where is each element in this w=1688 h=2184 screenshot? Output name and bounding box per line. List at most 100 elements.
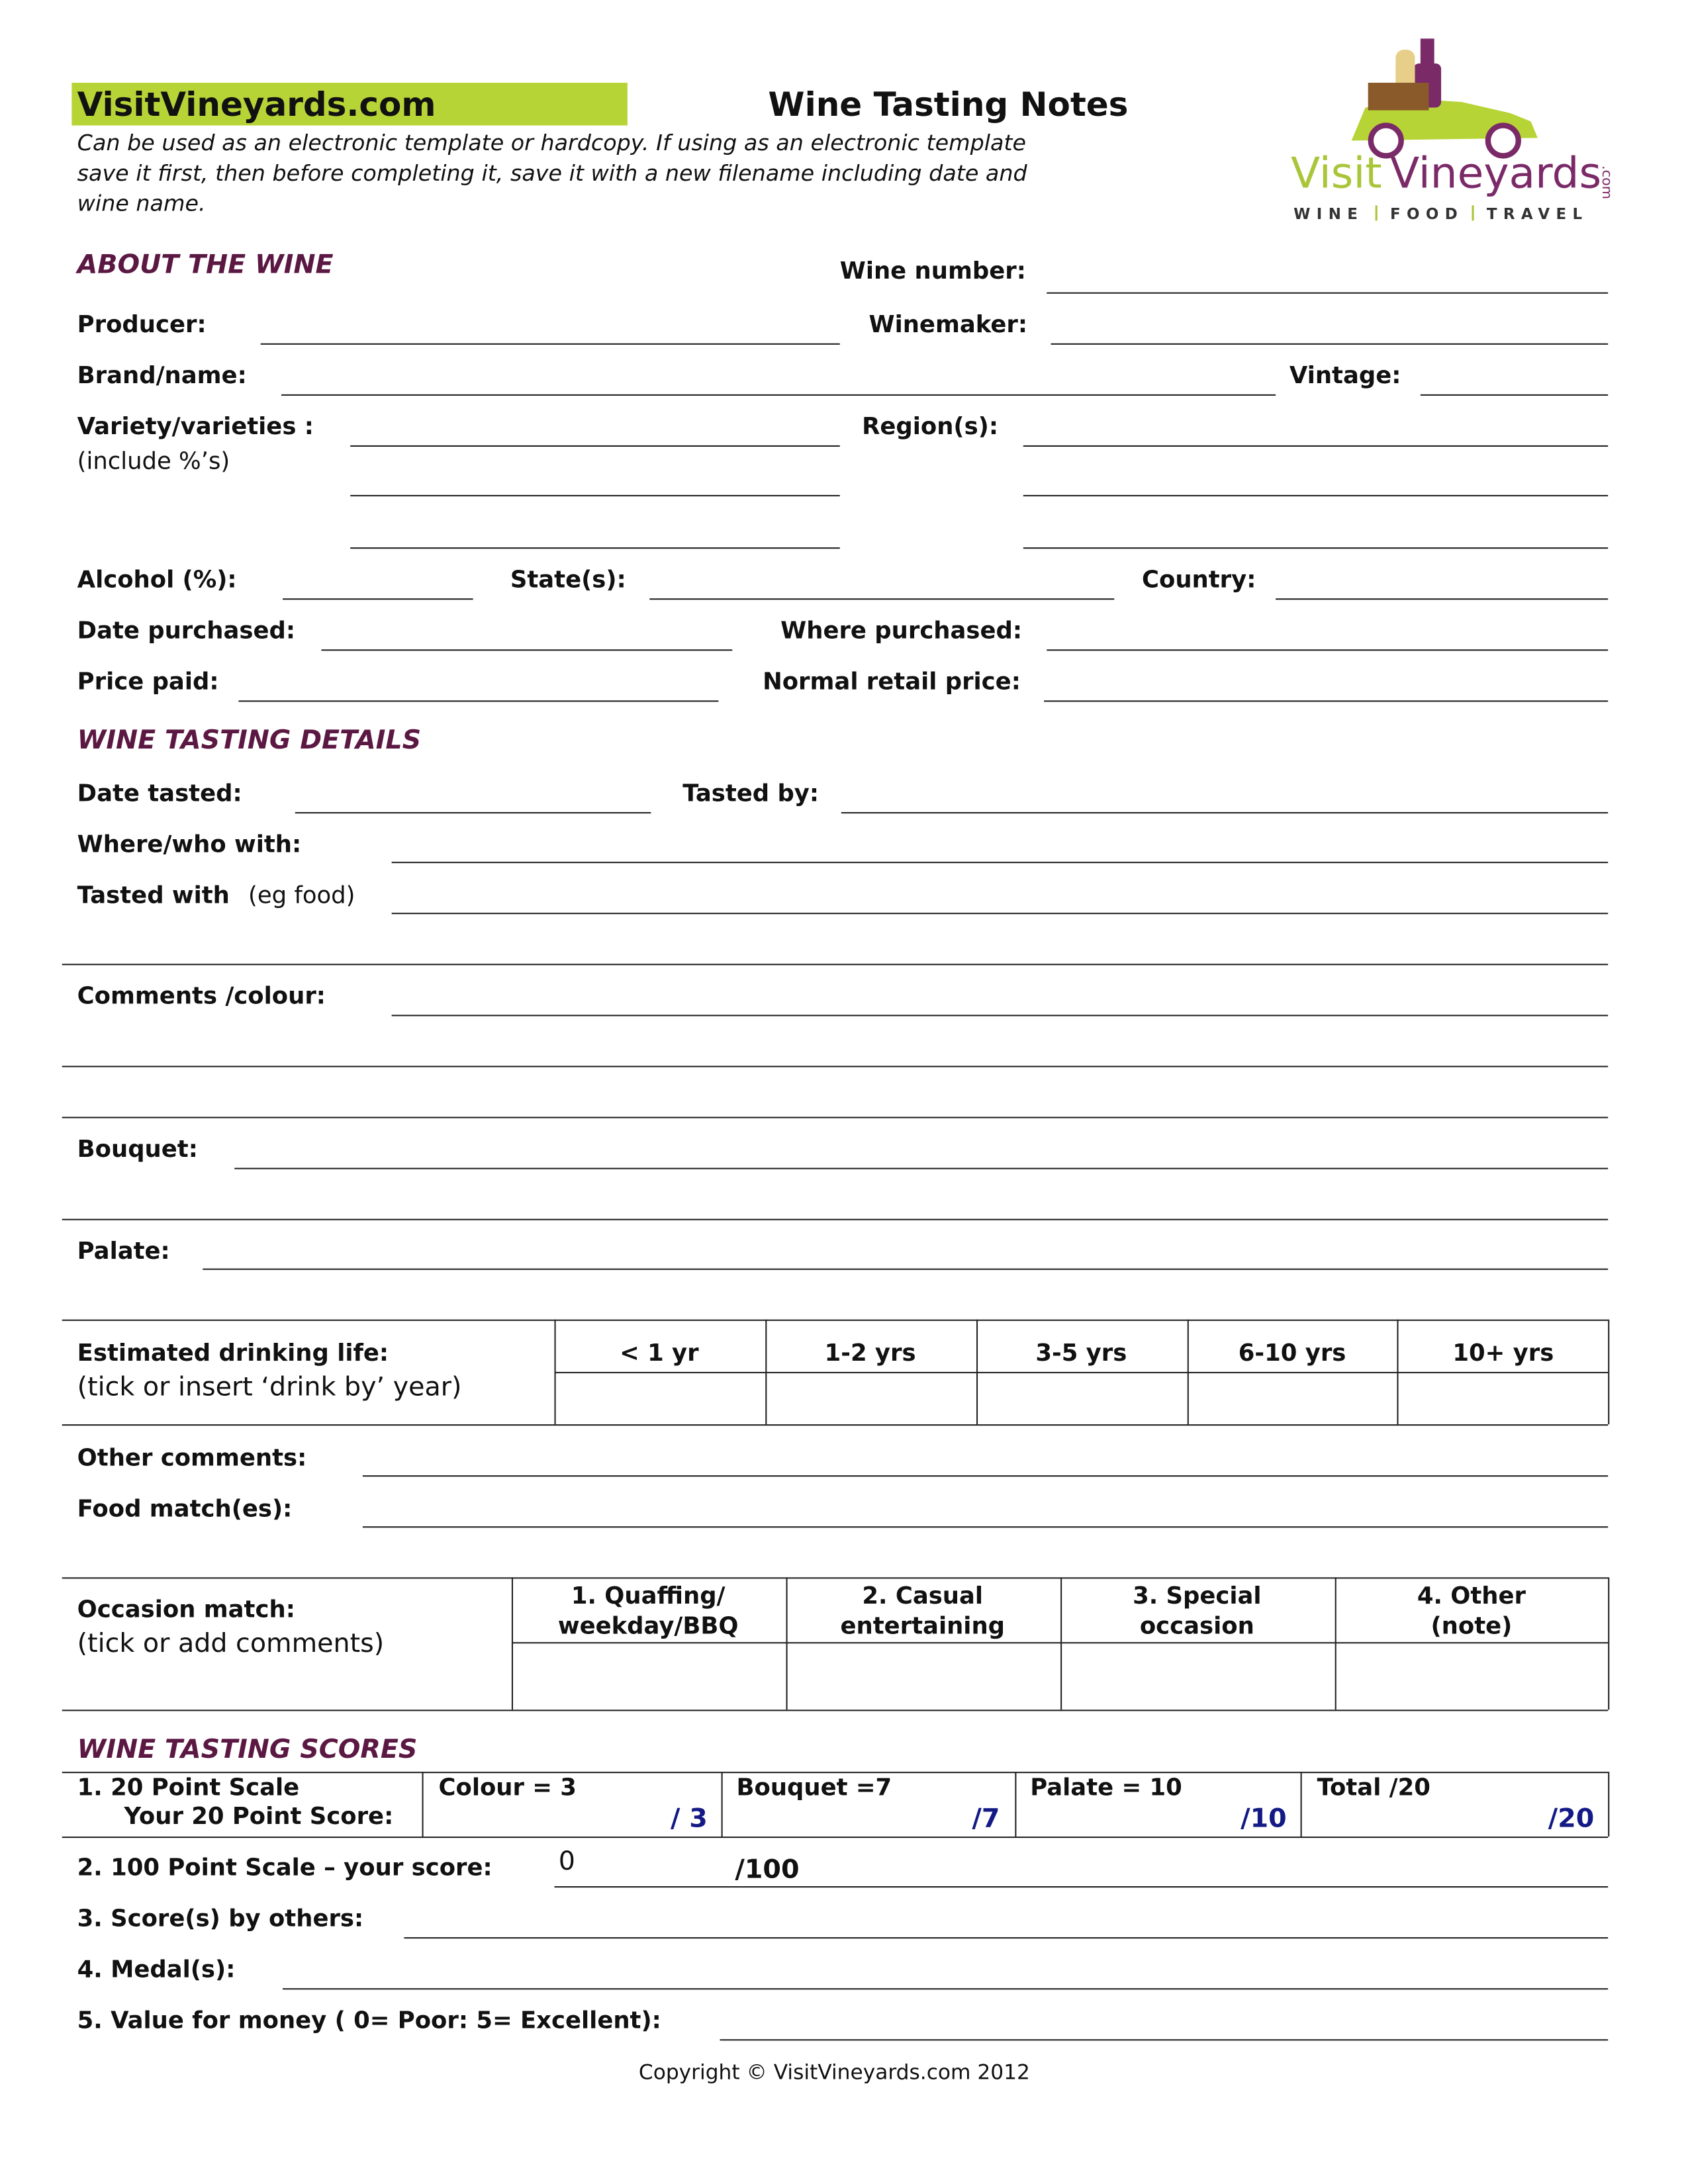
field-label: Palate: <box>77 1238 170 1266</box>
table-border <box>721 1772 723 1837</box>
table-border <box>1608 1319 1610 1425</box>
rule-line <box>391 913 1609 915</box>
section-heading: WINE TASTING DETAILS <box>77 725 422 756</box>
field-label: Where/who with: <box>77 831 302 859</box>
rule-line <box>841 812 1609 814</box>
field-label: Food match(es): <box>77 1496 293 1524</box>
site-name: VisitVineyards.com <box>77 85 436 124</box>
field-label: Comments /colour: <box>77 983 326 1011</box>
table-border <box>976 1319 978 1425</box>
rule-line <box>62 964 1609 966</box>
score-label: Your 20 Point Score: <box>124 1803 394 1831</box>
logo-wheel <box>1485 122 1521 159</box>
table-note: (tick or add comments) <box>77 1628 385 1659</box>
rule-line <box>350 445 840 447</box>
column-header: 1. Quaffing/weekday/BBQ <box>558 1582 739 1643</box>
rule-line <box>1047 292 1609 294</box>
table-border <box>1015 1772 1017 1837</box>
rule-line <box>321 649 733 651</box>
field-label: Region(s): <box>862 413 999 441</box>
score-cell-max: /7 <box>972 1803 1000 1834</box>
rule-line <box>238 700 719 702</box>
field-label: Alcohol (%): <box>77 567 237 594</box>
header-line: entertaining <box>840 1613 1006 1641</box>
footer: Copyright © VisitVineyards.com 2012 <box>638 2060 1030 2085</box>
table-note: (tick or insert ‘drink by’ year) <box>77 1371 462 1402</box>
field-label: 5. Value for money ( 0= Poor: 5= Excelle… <box>77 2007 661 2035</box>
table-border <box>554 1319 556 1425</box>
rule-line <box>62 1424 1609 1426</box>
table-border <box>1335 1577 1336 1710</box>
table-border <box>511 1577 513 1710</box>
field-label: 3. Score(s) by others: <box>77 1905 364 1933</box>
field-label: Country: <box>1141 567 1256 594</box>
column-header: 3. Special occasion <box>1133 1582 1261 1643</box>
header-line: 2. Casual <box>862 1582 984 1611</box>
rule-line <box>203 1268 1609 1270</box>
logo-bottle-neck <box>1420 38 1434 66</box>
field-label: Date purchased: <box>77 617 296 645</box>
rule-line <box>1044 700 1609 702</box>
field-label: Where purchased: <box>780 617 1023 645</box>
logo: Visit Vineyards .com WINE FOOD TRAVEL <box>1291 38 1614 223</box>
rule-line <box>1023 494 1609 496</box>
rule-line <box>554 1886 1609 1888</box>
rule-line <box>649 598 1115 600</box>
logo-suffix: .com <box>1599 165 1614 199</box>
header-line: 3. Special <box>1133 1582 1262 1611</box>
field-label: Brand/name: <box>77 362 247 390</box>
table-border <box>1608 1772 1610 1837</box>
rule-line <box>720 2039 1609 2041</box>
header-line: 1. Quaffing/ <box>571 1582 726 1611</box>
table-border <box>765 1319 767 1425</box>
rule-line <box>62 1066 1609 1068</box>
field-note: (include %’s) <box>77 448 230 476</box>
score-cell-max: / 3 <box>670 1803 708 1834</box>
score-label: 1. 20 Point Scale <box>77 1774 300 1802</box>
rule-line <box>404 1937 1609 1939</box>
column-header: 6-10 yrs <box>1238 1340 1346 1368</box>
rule-line <box>62 1319 1609 1321</box>
table-border <box>1300 1772 1302 1837</box>
instructions: Can be used as an electronic template or… <box>77 128 1027 219</box>
rule-line <box>1047 649 1609 651</box>
logo-name-2: Vineyards <box>1390 148 1601 198</box>
column-header: 4. Other (note) <box>1417 1582 1526 1643</box>
rule-line <box>62 1218 1609 1220</box>
instruction-line: save it first, then before completing it… <box>77 159 1027 187</box>
instruction-line: Can be used as an electronic template or… <box>77 129 1026 156</box>
rule-line <box>1023 445 1609 447</box>
rule-line <box>350 494 840 496</box>
score-cell-label: Total /20 <box>1317 1774 1430 1802</box>
score-value: 0 <box>558 1846 575 1877</box>
rule-line <box>283 1988 1609 1990</box>
field-label: Bouquet: <box>77 1136 198 1164</box>
title: Wine Tasting Notes <box>768 85 1129 124</box>
logo-tagline: TRAVEL <box>1487 206 1589 223</box>
rule-line <box>554 1371 1609 1373</box>
table-label: Occasion match: <box>77 1596 295 1625</box>
table-border <box>786 1577 788 1710</box>
rule-line <box>62 1709 1609 1711</box>
logo-tagline: WINE <box>1293 206 1364 223</box>
field-label: Winemaker: <box>868 311 1028 340</box>
rule-line <box>62 1577 1609 1579</box>
logo-wheel <box>1368 122 1404 159</box>
field-label: Variety/varieties : <box>77 413 314 441</box>
table-label: Estimated drinking life: <box>77 1340 389 1368</box>
column-header: < 1 yr <box>620 1340 699 1368</box>
column-header: 1-2 yrs <box>824 1340 916 1368</box>
rule-line <box>1420 394 1609 396</box>
logo-basket <box>1368 82 1429 111</box>
rule-line <box>234 1167 1609 1169</box>
column-header: 10+ yrs <box>1452 1340 1554 1368</box>
field-note: (eg food) <box>248 882 355 910</box>
field-label: Vintage: <box>1289 362 1401 390</box>
rule-line <box>62 1772 1609 1774</box>
rule-line <box>260 343 840 345</box>
rule-line <box>1023 547 1609 549</box>
column-header: 3-5 yrs <box>1035 1340 1127 1368</box>
table-border <box>1060 1577 1062 1710</box>
field-label: Producer: <box>77 311 207 340</box>
